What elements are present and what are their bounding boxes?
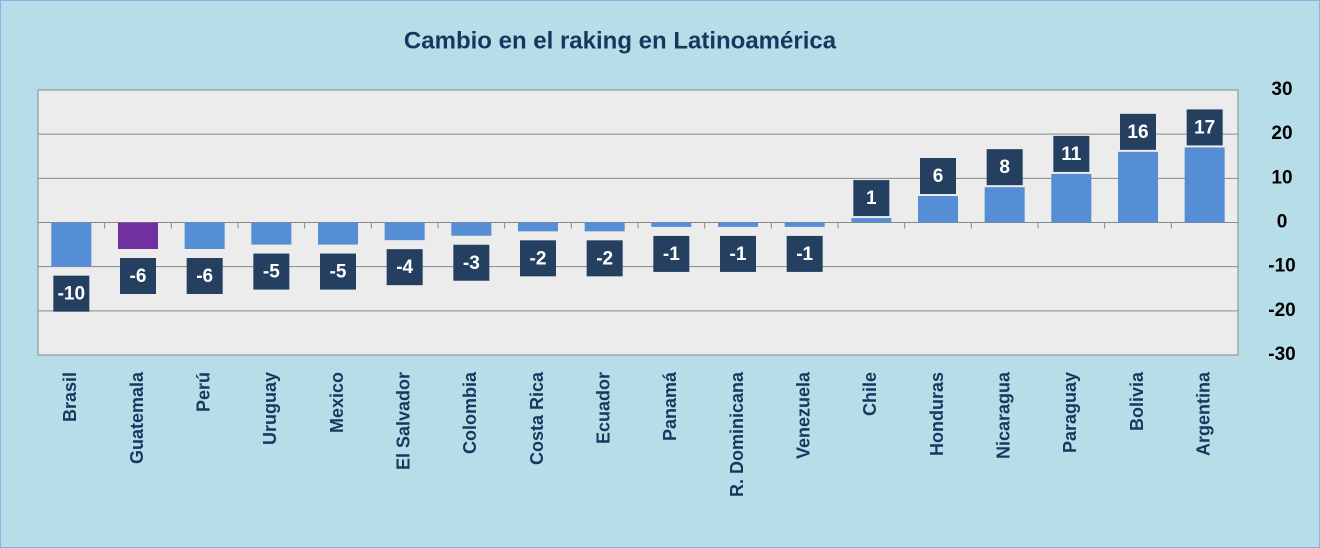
data-label-box [120, 258, 156, 294]
data-label: -3 [463, 253, 480, 274]
bar [918, 196, 958, 223]
x-tick-label: Honduras [927, 372, 947, 456]
data-label: 16 [1127, 122, 1148, 143]
data-label: -6 [130, 266, 147, 287]
y-tick-label: -20 [1268, 300, 1295, 321]
bar [518, 222, 558, 232]
data-label: -1 [730, 244, 747, 265]
bar [318, 222, 358, 245]
bar [784, 222, 825, 227]
x-tick-label: Ecuador [593, 372, 613, 444]
data-label: 11 [1061, 144, 1082, 165]
chart-title: Cambio en el raking en Latinoamérica [404, 27, 837, 54]
x-tick-label: Uruguay [260, 372, 280, 445]
data-label-box [320, 253, 356, 290]
data-label-box [986, 149, 1023, 186]
bar [1051, 173, 1092, 223]
bar [118, 222, 158, 249]
data-label: -5 [330, 262, 347, 283]
bar [1184, 147, 1225, 223]
x-tick-label: Venezuela [793, 371, 813, 459]
x-tick-label: Colombia [460, 371, 480, 454]
data-label-box [586, 240, 623, 277]
data-label: -6 [196, 266, 213, 287]
x-tick-label: El Salvador [393, 372, 413, 470]
data-label-box [520, 240, 556, 277]
data-label: -10 [58, 284, 85, 305]
data-label: 17 [1194, 117, 1215, 138]
bar [451, 222, 492, 236]
bar [851, 218, 892, 223]
bar [51, 222, 92, 267]
data-label-box [786, 235, 823, 272]
data-label: 6 [933, 166, 944, 187]
y-tick-label: 0 [1277, 212, 1288, 233]
data-label-box [853, 180, 890, 217]
bar [384, 222, 425, 241]
y-tick-label: -30 [1268, 344, 1295, 365]
data-label-box [453, 244, 490, 281]
bar [584, 222, 625, 232]
data-label-box [253, 253, 290, 290]
x-tick-label: Guatemala [127, 371, 147, 464]
bar [251, 222, 292, 245]
bar [984, 187, 1025, 223]
x-tick-label: Brasil [60, 372, 80, 422]
bar [1118, 151, 1158, 223]
data-label-box [1120, 113, 1156, 150]
bar [718, 222, 758, 227]
x-tick-label: Nicaragua [993, 371, 1013, 459]
y-tick-label: 10 [1271, 167, 1292, 188]
data-label-box [720, 235, 756, 272]
data-label-box [386, 249, 423, 286]
data-label-box [1053, 135, 1090, 172]
x-tick-label: Bolivia [1127, 371, 1147, 431]
x-tick-label: Paraguay [1060, 372, 1080, 453]
data-label: -5 [263, 262, 280, 283]
y-tick-label: 20 [1271, 123, 1292, 144]
data-label: -4 [396, 257, 413, 278]
data-label: -2 [530, 248, 547, 269]
y-tick-label: 30 [1271, 79, 1292, 100]
data-label: 8 [999, 157, 1010, 178]
x-tick-label: Argentina [1193, 371, 1213, 456]
bar [184, 222, 225, 249]
x-tick-label: Panamá [660, 371, 680, 441]
data-label-box [920, 158, 956, 194]
data-label: -1 [796, 244, 813, 265]
x-tick-label: R. Dominicana [727, 371, 747, 497]
data-label: -1 [663, 244, 680, 265]
x-tick-label: Chile [860, 372, 880, 416]
y-tick-label: -10 [1268, 256, 1295, 277]
x-tick-label: Mexico [327, 372, 347, 433]
data-label-box [1186, 109, 1223, 146]
data-label-box [653, 235, 690, 272]
bar [651, 222, 692, 227]
x-tick-label: Costa Rica [527, 371, 547, 465]
data-label-box [186, 258, 223, 294]
data-label: -2 [596, 248, 613, 269]
x-tick-label: Perú [193, 372, 213, 412]
data-label: 1 [866, 188, 877, 209]
data-label-box [53, 275, 90, 312]
